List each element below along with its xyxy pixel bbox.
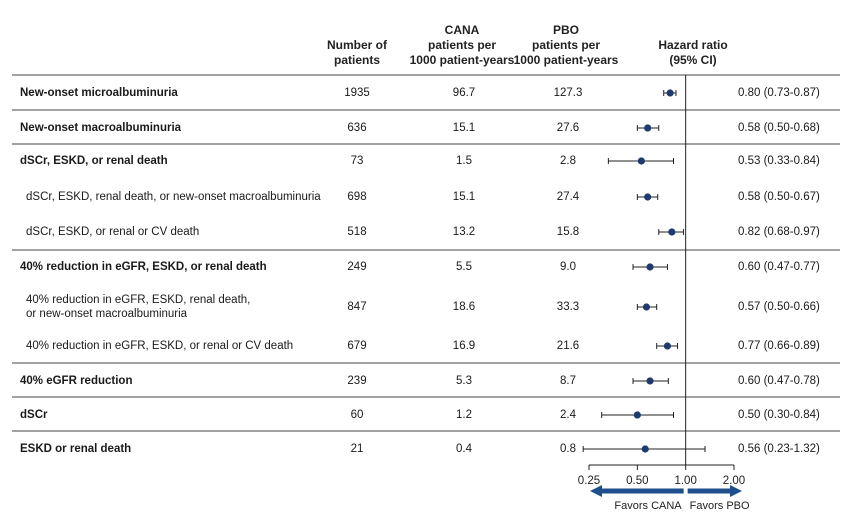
row-label: 40% reduction in eGFR, ESKD, or renal de… <box>20 261 267 273</box>
cell-hazard-ratio-ci: 0.50 (0.30-0.84) <box>738 409 820 421</box>
x-tick-label: 0.50 <box>626 475 648 487</box>
cell-cana: 5.3 <box>456 375 472 387</box>
cell-hazard-ratio-ci: 0.60 (0.47-0.78) <box>738 375 820 387</box>
hazard-ratio-marker <box>642 303 651 311</box>
cell-pbo: 8.7 <box>560 375 576 387</box>
header-text: patients <box>333 53 380 67</box>
cell-hazard-ratio-ci: 0.77 (0.66-0.89) <box>738 340 820 352</box>
hazard-ratio-marker <box>668 228 676 236</box>
cell-hazard-ratio-ci: 0.56 (0.23-1.32) <box>738 443 820 455</box>
header-text: patients per <box>427 38 496 52</box>
row-label: 40% reduction in eGFR, ESKD, or renal or… <box>26 340 294 352</box>
cell-pbo: 33.3 <box>556 301 580 313</box>
header-text: (95% CI) <box>669 53 717 67</box>
header-text: Hazard ratio <box>658 38 728 52</box>
cell-hazard-ratio-ci: 0.82 (0.68-0.97) <box>738 226 820 238</box>
cell-cana: 16.9 <box>452 340 476 352</box>
header-pbo: PBO patients per 1000 patient-years <box>506 23 626 68</box>
cell-cana: 15.1 <box>452 122 476 134</box>
row-label: 40% reduction in eGFR, ESKD, renal death… <box>26 293 250 321</box>
header-text: PBO <box>552 23 579 37</box>
cell-pbo: 127.3 <box>553 87 583 99</box>
row-label-line: 40% reduction in eGFR, ESKD, renal death… <box>26 294 251 306</box>
cell-n: 249 <box>347 261 367 273</box>
cell-pbo: 0.8 <box>560 443 576 455</box>
cell-cana: 18.6 <box>452 301 476 313</box>
favors-pbo-label: Favors PBO <box>690 500 750 512</box>
cell-n: 679 <box>347 340 367 352</box>
x-tick-label: 0.25 <box>578 475 600 487</box>
cell-n: 1935 <box>344 87 370 99</box>
cell-cana: 13.2 <box>452 226 476 238</box>
cell-pbo: 21.6 <box>556 340 580 352</box>
hazard-ratio-marker <box>641 445 649 453</box>
cell-hazard-ratio-ci: 0.60 (0.47-0.77) <box>738 261 820 273</box>
cell-hazard-ratio-ci: 0.58 (0.50-0.67) <box>738 191 820 203</box>
hazard-ratio-marker <box>663 342 672 350</box>
favors-cana-arrowhead <box>590 485 602 497</box>
header-text: 1000 patient-years <box>409 53 515 67</box>
hazard-ratio-marker <box>633 411 641 419</box>
cell-cana: 0.4 <box>456 443 472 455</box>
x-tick-label: 1.00 <box>674 475 696 487</box>
cell-cana: 96.7 <box>452 87 476 99</box>
hazard-ratio-marker <box>644 193 652 201</box>
row-label: dSCr <box>20 409 48 421</box>
cell-n: 847 <box>347 301 367 313</box>
cell-n: 60 <box>350 409 364 421</box>
header-text: Number of <box>327 38 387 52</box>
cell-cana: 15.1 <box>452 191 476 203</box>
cell-hazard-ratio-ci: 0.80 (0.73-0.87) <box>738 87 820 99</box>
cell-n: 21 <box>350 443 364 455</box>
hazard-ratio-marker <box>666 89 674 97</box>
cell-pbo: 27.6 <box>556 122 580 134</box>
row-label: ESKD or renal death <box>20 443 132 455</box>
cell-n: 239 <box>347 375 367 387</box>
cell-pbo: 27.4 <box>556 191 580 203</box>
cell-pbo: 9.0 <box>560 261 576 273</box>
favors-pbo-arrowhead <box>730 485 742 497</box>
hazard-ratio-marker <box>646 377 654 385</box>
header-hazard-ratio: Hazard ratio (95% CI) <box>638 38 748 68</box>
cell-pbo: 2.4 <box>560 409 576 421</box>
cell-n: 636 <box>347 122 367 134</box>
row-label: dSCr, ESKD, or renal death <box>20 155 168 167</box>
row-label: New-onset microalbuminuria <box>20 87 178 99</box>
cell-cana: 1.2 <box>456 409 472 421</box>
cell-pbo: 15.8 <box>556 226 580 238</box>
cell-n: 73 <box>350 155 364 167</box>
cell-cana: 1.5 <box>456 155 472 167</box>
header-text: patients per <box>531 38 600 52</box>
header-text: 1000 patient-years <box>513 53 619 67</box>
cell-hazard-ratio-ci: 0.57 (0.50-0.66) <box>738 301 820 313</box>
cell-n: 698 <box>347 191 367 203</box>
hazard-ratio-marker <box>646 263 654 271</box>
hazard-ratio-marker <box>644 124 652 132</box>
row-label: New-onset macroalbuminuria <box>20 122 182 134</box>
x-tick-label: 2.00 <box>723 475 745 487</box>
row-label: 40% eGFR reduction <box>20 375 133 387</box>
row-label: dSCr, ESKD, renal death, or new-onset ma… <box>26 191 321 203</box>
row-label: dSCr, ESKD, or renal or CV death <box>26 226 200 238</box>
header-text: CANA <box>444 23 480 37</box>
cell-n: 518 <box>347 226 367 238</box>
row-label-line: or new-onset macroalbuminuria <box>26 308 188 320</box>
hazard-ratio-marker <box>637 157 645 165</box>
cell-pbo: 2.8 <box>560 155 576 167</box>
favors-cana-label: Favors CANA <box>614 500 682 512</box>
cell-cana: 5.5 <box>456 261 472 273</box>
header-cana: CANA patients per 1000 patient-years <box>402 23 522 68</box>
header-number-of-patients: Number of patients <box>318 38 396 68</box>
cell-hazard-ratio-ci: 0.53 (0.33-0.84) <box>738 155 820 167</box>
cell-hazard-ratio-ci: 0.58 (0.50-0.68) <box>738 122 820 134</box>
